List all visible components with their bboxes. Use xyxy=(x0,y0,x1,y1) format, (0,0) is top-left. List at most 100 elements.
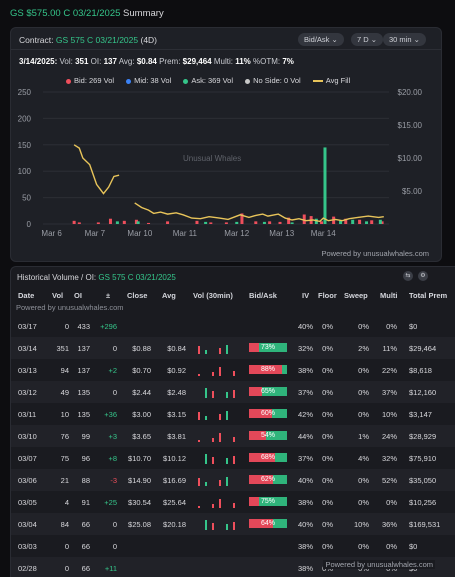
bid-ask-percent: 62% xyxy=(260,476,275,483)
cell-vol: 49 xyxy=(60,388,69,397)
ask-portion xyxy=(274,453,287,462)
bid-ask-percent: 68% xyxy=(260,454,275,461)
table-row[interactable]: 03/05 4 91 +25 $30.54 $25.64 75% 38% 0% 0% 0% $10,2… xyxy=(11,491,455,513)
bid-ask-percent: 65% xyxy=(260,388,275,395)
col-header[interactable]: Floor xyxy=(318,291,337,300)
cell-multi: 0% xyxy=(386,542,397,551)
bid-ask-select[interactable]: Bid/Ask ⌄ xyxy=(298,33,344,46)
bid-ask-bar: 62% xyxy=(249,475,287,484)
ask-bar xyxy=(115,221,119,224)
col-header[interactable]: OI xyxy=(74,291,82,300)
sparkline-bar xyxy=(219,348,221,354)
bid-ask-bar: 73% xyxy=(249,343,287,352)
col-header[interactable]: Avg xyxy=(162,291,176,300)
sparkline-bar xyxy=(233,503,235,508)
cell-total-prem: $0 xyxy=(409,322,418,331)
interval-select[interactable]: 30 min ⌄ xyxy=(383,33,426,46)
info-oi-label: OI: xyxy=(90,57,102,66)
col-header[interactable]: Date xyxy=(18,291,35,300)
avg-fill-line xyxy=(134,202,384,223)
table-row[interactable]: 03/12 49 135 0 $2.44 $2.48 65% 37% 0% 0% 37% $12,16… xyxy=(11,381,455,403)
cell-date: 03/03 xyxy=(18,542,37,551)
legend-bid[interactable]: Bid: 269 Vol xyxy=(66,76,114,85)
cell-oi-change: 0 xyxy=(112,388,117,397)
sparkline-bar xyxy=(205,416,207,420)
y-left-tick-label: 0 xyxy=(27,220,32,229)
cell-sweep: 1% xyxy=(358,432,369,441)
table-row[interactable]: 03/06 21 88 -3 $14.90 $16.69 62% 40% 0% 0% 52% $35,… xyxy=(11,469,455,491)
col-header[interactable]: IV xyxy=(302,291,310,300)
table-row[interactable]: 03/07 75 96 +8 $10.70 $10.12 68% 37% 0% 4% 32% $75,… xyxy=(11,447,455,469)
legend-ask-label: Ask: 369 Vol xyxy=(191,76,234,85)
table-row[interactable]: 03/13 94 137 +2 $0.70 $0.92 88% 38% 0% 0% 22% $8,61… xyxy=(11,359,455,381)
ask-portion xyxy=(282,365,287,374)
col-header[interactable]: Sweep xyxy=(344,291,368,300)
cell-total-prem: $169,531 xyxy=(409,520,441,529)
cell-iv: 40% xyxy=(297,476,313,485)
table-powered-bottom[interactable]: Powered by unusualwhales.com xyxy=(323,560,435,569)
col-header[interactable]: Total Prem xyxy=(409,291,448,300)
cell-multi: 11% xyxy=(382,344,397,353)
vol-30min-sparkline xyxy=(205,388,235,398)
cell-vol: 10 xyxy=(60,410,69,419)
x-tick-label: Mar 7 xyxy=(85,229,106,238)
legend-ask[interactable]: Ask: 369 Vol xyxy=(183,76,233,85)
cell-multi: 0% xyxy=(386,322,397,331)
cell-oi-change: 0 xyxy=(112,542,117,551)
sparkline-bar xyxy=(226,411,228,420)
bid-portion xyxy=(249,453,275,462)
table-powered-top[interactable]: Powered by unusualwhales.com xyxy=(16,303,124,312)
table-row[interactable]: 03/04 84 66 0 $25.08 $20.18 64% 40% 0% 10% 36% $169… xyxy=(11,513,455,535)
chart-card: Contract: GS 575 C 03/21/2025 (4D) Bid/A… xyxy=(10,27,442,262)
info-otm-label: %OTM: xyxy=(253,57,281,66)
sparkline-bar xyxy=(233,371,235,376)
cell-vol: 4 xyxy=(64,498,69,507)
table-row[interactable]: 03/03 0 66 0 38% 0% 0% 0% $0 xyxy=(11,535,455,557)
cell-date: 03/12 xyxy=(18,388,37,397)
bid-bar xyxy=(195,220,199,224)
col-header[interactable]: Vol (30min) xyxy=(193,291,233,300)
chart-powered-by[interactable]: Powered by unusualwhales.com xyxy=(321,249,429,258)
table-row[interactable]: 03/11 10 135 +36 $3.00 $3.15 60% 42% 0% 0% 10% $3,1… xyxy=(11,403,455,425)
bid-bar xyxy=(147,222,151,224)
info-oi: 137 xyxy=(103,57,117,66)
table-title-symbol[interactable]: GS 575 C 03/21/2025 xyxy=(98,273,176,282)
x-tick-label: Mar 13 xyxy=(269,229,294,238)
col-header[interactable]: Vol xyxy=(52,291,64,300)
bid-bar xyxy=(302,214,306,224)
cell-avg: $20.18 xyxy=(163,520,186,529)
contract-symbol[interactable]: GS 575 C 03/21/2025 xyxy=(55,35,139,45)
sparkline-bar xyxy=(233,522,235,530)
table-row[interactable]: 03/10 76 99 +3 $3.65 $3.81 54% 44% 0% 1% 24% $28,92… xyxy=(11,425,455,447)
layers-icon[interactable]: ⇆ xyxy=(403,271,413,281)
col-header[interactable]: ± xyxy=(106,291,111,300)
ask-bar xyxy=(136,221,140,224)
legend-noside[interactable]: No Side: 0 Vol xyxy=(245,76,301,85)
cell-floor: 0% xyxy=(322,432,333,441)
col-header[interactable]: Bid/Ask xyxy=(249,291,277,300)
cell-floor: 0% xyxy=(322,542,333,551)
legend-mid[interactable]: Mid: 38 Vol xyxy=(126,76,171,85)
cell-oi-change: -3 xyxy=(110,476,117,485)
info-vol-label: Vol: xyxy=(59,57,73,66)
vol-30min-sparkline xyxy=(205,520,235,530)
settings-icon[interactable]: ⚙ xyxy=(418,271,428,281)
cell-total-prem: $35,050 xyxy=(409,476,437,485)
table-row[interactable]: 03/14 351 137 0 $0.88 $0.84 73% 32% 0% 2% 11% $29,4… xyxy=(11,337,455,359)
ask-portion xyxy=(259,343,287,352)
legend-avg-fill[interactable]: Avg Fill xyxy=(312,76,350,85)
sparkline-bar xyxy=(219,480,221,486)
cell-oi: 137 xyxy=(77,366,90,375)
info-prem: $29,464 xyxy=(182,57,212,66)
cell-avg: $3.15 xyxy=(167,410,186,419)
sparkline-bar xyxy=(198,506,200,508)
info-multi: 11% xyxy=(235,57,251,66)
cell-floor: 0% xyxy=(322,410,333,419)
table-row[interactable]: 03/17 0 433 +296 40% 0% 0% 0% $0 xyxy=(11,315,455,337)
table-header: Date Vol OI ± Close Avg Vol (30min) Bid/Ask IV Fl… xyxy=(11,291,455,303)
range-select[interactable]: 7 D ⌄ xyxy=(351,33,384,46)
info-date: 3/14/2025: xyxy=(19,57,58,66)
cell-sweep: 0% xyxy=(358,410,369,419)
col-header[interactable]: Close xyxy=(127,291,148,300)
col-header[interactable]: Multi xyxy=(380,291,398,300)
